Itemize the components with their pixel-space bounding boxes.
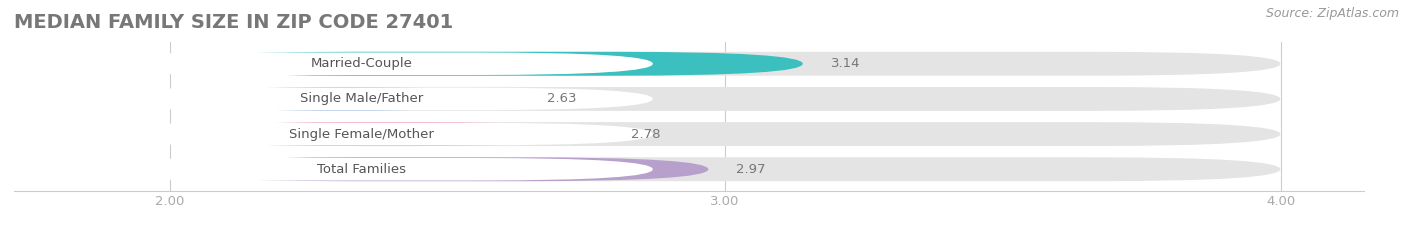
- Text: Married-Couple: Married-Couple: [311, 57, 412, 70]
- FancyBboxPatch shape: [70, 158, 652, 181]
- Text: 2.78: 2.78: [631, 128, 661, 140]
- Text: MEDIAN FAMILY SIZE IN ZIP CODE 27401: MEDIAN FAMILY SIZE IN ZIP CODE 27401: [14, 13, 453, 32]
- Text: 2.63: 2.63: [547, 93, 576, 105]
- Text: Single Female/Mother: Single Female/Mother: [288, 128, 433, 140]
- FancyBboxPatch shape: [170, 87, 1281, 111]
- Text: 3.14: 3.14: [831, 57, 860, 70]
- FancyBboxPatch shape: [170, 122, 603, 146]
- Text: 2.97: 2.97: [737, 163, 766, 176]
- FancyBboxPatch shape: [70, 88, 652, 110]
- FancyBboxPatch shape: [70, 123, 652, 145]
- Text: Source: ZipAtlas.com: Source: ZipAtlas.com: [1265, 7, 1399, 20]
- FancyBboxPatch shape: [170, 52, 1281, 76]
- FancyBboxPatch shape: [170, 157, 709, 181]
- FancyBboxPatch shape: [170, 157, 1281, 181]
- Text: Total Families: Total Families: [316, 163, 406, 176]
- FancyBboxPatch shape: [170, 122, 1281, 146]
- FancyBboxPatch shape: [170, 52, 803, 76]
- Text: Single Male/Father: Single Male/Father: [299, 93, 423, 105]
- FancyBboxPatch shape: [70, 52, 652, 75]
- FancyBboxPatch shape: [170, 87, 520, 111]
